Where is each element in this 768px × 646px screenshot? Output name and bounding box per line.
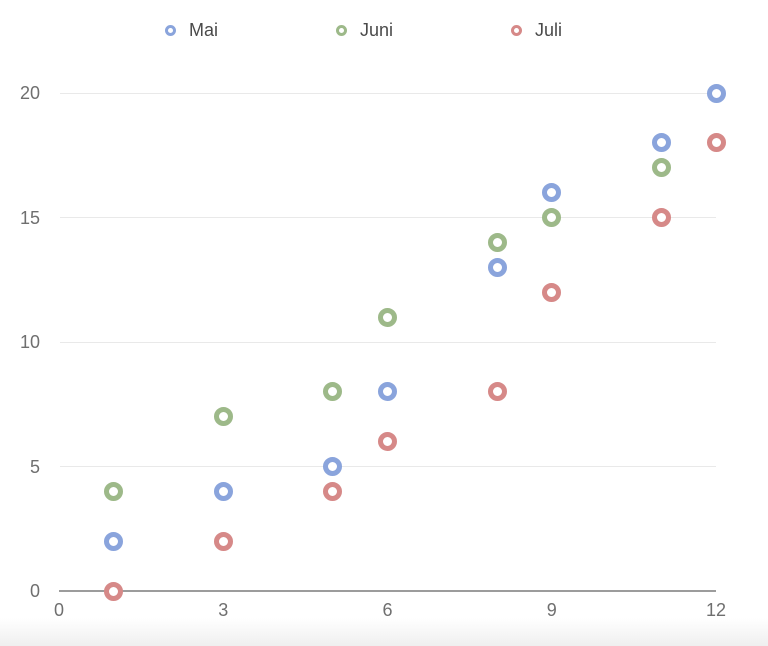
data-point-juni-8-14[interactable] (487, 232, 507, 252)
legend-item-juni[interactable]: Juni (336, 19, 393, 41)
legend-label-mai: Mai (189, 20, 219, 40)
bottom-fade (0, 618, 768, 646)
legend-marker-mai-icon (165, 24, 176, 36)
data-point-mai-9-16[interactable] (542, 183, 562, 203)
legend-item-mai[interactable]: Mai (165, 19, 218, 41)
y-tick-label-15: 15 (19, 207, 40, 228)
data-point-mai-3-4[interactable] (213, 481, 233, 501)
data-point-juli-3-2[interactable] (213, 531, 233, 551)
legend-marker-juli-icon (511, 24, 523, 36)
gridline-y-10 (60, 341, 716, 343)
data-point-juli-8-8[interactable] (487, 382, 507, 402)
gridline-y-5 (60, 466, 716, 467)
y-tick-label-10: 10 (19, 332, 40, 352)
y-tick-label-0: 0 (29, 581, 40, 601)
data-point-mai-1-2[interactable] (104, 531, 124, 551)
data-point-mai-8-13[interactable] (487, 257, 507, 277)
x-tick-label-3: 3 (218, 600, 229, 620)
x-axis-line (59, 590, 716, 592)
data-point-juli-11-15[interactable] (651, 208, 671, 227)
x-tick-label-9: 9 (546, 600, 557, 620)
data-point-mai-11-18[interactable] (651, 133, 671, 153)
y-tick-label-20: 20 (19, 83, 40, 103)
data-point-juni-5-8[interactable] (323, 382, 343, 402)
legend-marker-juni-icon (336, 24, 348, 36)
data-point-juni-1-4[interactable] (104, 481, 124, 501)
data-point-juli-12-18[interactable] (706, 133, 726, 153)
x-tick-label-6: 6 (382, 600, 393, 620)
data-point-juli-6-6[interactable] (378, 432, 397, 452)
gridline-y-15 (60, 217, 716, 218)
legend-label-juli: Juli (535, 20, 563, 40)
y-tick-label-5: 5 (29, 456, 40, 477)
data-point-mai-12-20[interactable] (706, 83, 726, 103)
legend-label-juni: Juni (360, 20, 394, 40)
data-point-mai-5-5[interactable] (323, 457, 343, 476)
data-point-juli-1-0[interactable] (104, 581, 124, 601)
data-point-juli-5-4[interactable] (323, 481, 343, 501)
data-point-juni-3-7[interactable] (213, 407, 233, 427)
chart-legend: Mai Juni Juli (165, 19, 562, 41)
legend-item-juli[interactable]: Juli (511, 19, 562, 41)
data-point-juni-9-15[interactable] (542, 208, 562, 227)
plot-area (59, 83, 726, 601)
data-point-mai-6-8[interactable] (378, 382, 397, 402)
data-point-juni-11-17[interactable] (651, 158, 671, 178)
data-point-juni-6-11[interactable] (378, 307, 397, 327)
data-point-juli-9-12[interactable] (542, 282, 562, 302)
gridline-y-20 (60, 92, 716, 94)
x-tick-label-12: 12 (705, 600, 727, 620)
x-tick-label-0: 0 (53, 600, 65, 620)
